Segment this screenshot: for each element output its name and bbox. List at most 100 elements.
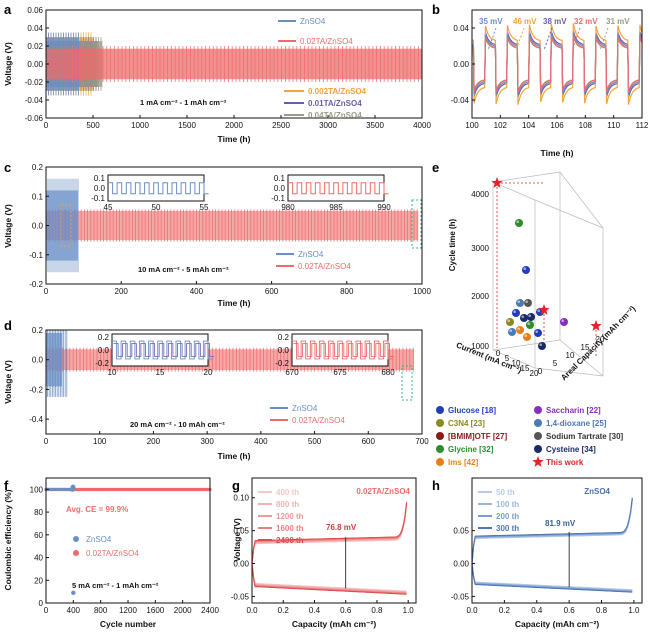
panel-d-inset-znso4-xtick-label: 20 bbox=[204, 368, 213, 377]
panel-label-a: a bbox=[4, 2, 12, 17]
h-charge-300 th bbox=[471, 497, 633, 564]
panel-f-avg-ce: Avg. CE = 99.9% bbox=[66, 505, 128, 514]
note-46mv: 46 mV bbox=[513, 17, 537, 26]
panel-b-ytick-label: 0.00 bbox=[453, 60, 469, 69]
panel-e-box-edge bbox=[534, 367, 604, 377]
panel-g-title: 0.02TA/ZnSO4 bbox=[356, 487, 410, 496]
panel-h-title: ZnSO4 bbox=[584, 487, 610, 496]
panel-a-axes: 0 500 1000 1500 2000 2500 3000 3500 4000 0.06 0.04… bbox=[25, 6, 432, 130]
panel-h-frame bbox=[471, 477, 643, 604]
legend-ball bbox=[436, 458, 444, 466]
legend-label-ta004-a: 0.04TA/ZnSO4 bbox=[308, 111, 362, 120]
panel-e-ball-highlight bbox=[517, 300, 520, 304]
panel-c-inset-znso4-xtick-label: 55 bbox=[200, 203, 209, 212]
panel-f-xtick-label: 0 bbox=[44, 606, 49, 615]
panel-f-xtick-label: 2000 bbox=[174, 606, 192, 615]
panel-d-xtick-label: 500 bbox=[308, 437, 322, 446]
note-38mv: 38 mV bbox=[543, 17, 567, 26]
panel-h-xtick-label: 0.2 bbox=[499, 606, 511, 615]
panel-h-axes: 0.0 0.2 0.4 0.6 0.8 1.0 0.05 0.00 -0.05 bbox=[451, 527, 640, 615]
panel-c-inset-ta002-xtick-label: 980 bbox=[281, 203, 295, 212]
legend-label-g: 1600 th bbox=[276, 524, 304, 533]
panel-e-ztick-label: 2000 bbox=[471, 292, 489, 301]
panel-g-legend: 400 th 800 th 1200 th 1600 th 2400 th bbox=[258, 488, 304, 545]
legend-ball bbox=[534, 432, 542, 440]
panel-b-annotations: 35 mV 46 mV 38 mV 32 mV 31 mV bbox=[479, 17, 630, 26]
panel-g-xtick-label: 0.4 bbox=[309, 606, 321, 615]
panel-g-xtick-label: 0.8 bbox=[371, 606, 383, 615]
panel-a-ytick-label: 0.04 bbox=[27, 24, 43, 33]
panel-a: a 0 500 1000 1500 2000 2500 3000 3500 4000 0.06 0.… bbox=[3, 2, 431, 144]
panel-c-xtick-label: 1000 bbox=[413, 287, 431, 296]
legend-label-h: 50 th bbox=[496, 488, 515, 497]
panel-e-ball-highlight bbox=[523, 267, 526, 271]
panel-g-xlabel: Capacity (mAh cm⁻²) bbox=[292, 619, 376, 629]
panel-b-xlabel: Time (h) bbox=[541, 148, 574, 158]
panel-f-xtick-label: 1200 bbox=[119, 606, 137, 615]
panel-f-axes: 0 400 800 1200 1600 2000 2400 100 80 60 40 20 0 bbox=[30, 485, 220, 615]
panel-h-xtick-label: 1.0 bbox=[628, 606, 640, 615]
panel-h-xtick-label: 0.0 bbox=[466, 606, 478, 615]
panel-a-xtick-label: 0 bbox=[44, 121, 49, 130]
panel-a-legend: ZnSO4 0.02TA/ZnSO4 0.002TA/ZnSO4 0.01TA/… bbox=[278, 17, 367, 120]
panel-h-note: 81.9 mV bbox=[545, 519, 576, 528]
panel-a-xtick-label: 3500 bbox=[366, 121, 384, 130]
series-stripes-ta002 bbox=[46, 209, 418, 242]
panel-a-ytick-label: 0.00 bbox=[27, 60, 43, 69]
panel-g-xtick-label: 0.0 bbox=[246, 606, 258, 615]
panel-b-xtick-label: 102 bbox=[494, 121, 508, 130]
panel-c-xtick-label: 800 bbox=[340, 287, 354, 296]
panel-f-ytick-label: 60 bbox=[34, 531, 43, 540]
panel-d-inset-znso4-xtick-label: 15 bbox=[156, 368, 165, 377]
panel-h: h 0.0 0.2 0.4 0.6 0.8 1.0 0.05 0.00 -0.05 Capaci… bbox=[432, 477, 643, 629]
g-discharge-800 th bbox=[251, 563, 407, 593]
panel-e-ball-highlight bbox=[525, 300, 528, 304]
panel-label-c: c bbox=[4, 160, 11, 175]
panel-c-xtick-label: 0 bbox=[44, 287, 49, 296]
panel-c-ylabel: Voltage (V) bbox=[3, 204, 13, 248]
legend-ball bbox=[436, 445, 444, 453]
legend-label-e: C3N4 [23] bbox=[448, 419, 485, 428]
panel-b-trace bbox=[472, 35, 642, 93]
panel-a-xtick-label: 1000 bbox=[131, 121, 149, 130]
panel-d-xtick-label: 100 bbox=[93, 437, 107, 446]
panel-d-inset-znso4-frame bbox=[111, 333, 209, 367]
legend-label-ta002-a: 0.02TA/ZnSO4 bbox=[300, 37, 353, 46]
panel-c-xtick-label: 200 bbox=[115, 287, 129, 296]
panel-e-zlabel: Cycle time (h) bbox=[448, 218, 457, 271]
panel-e-ball bbox=[512, 309, 520, 317]
panel-g-xtick-label: 0.6 bbox=[340, 606, 352, 615]
panel-e-ball bbox=[534, 329, 542, 337]
panel-f-legend: ZnSO4 0.02TA/ZnSO4 bbox=[73, 535, 139, 558]
note-32mv: 32 mV bbox=[574, 17, 598, 26]
this-work-star bbox=[590, 320, 602, 331]
panel-f-xtick-label: 2400 bbox=[201, 606, 219, 615]
legend-ball bbox=[436, 406, 444, 414]
panel-e-xlabel: Current (mA cm⁻²) bbox=[455, 340, 523, 375]
panel-e-ball-highlight bbox=[524, 334, 527, 338]
panel-e-ball-highlight bbox=[539, 343, 542, 347]
panel-e-ball bbox=[520, 314, 528, 322]
panel-e-ball-highlight bbox=[517, 327, 520, 331]
panel-e-ytick-label: 15 bbox=[581, 343, 590, 352]
panel-d-inset-ta002-xtick-label: 680 bbox=[381, 368, 395, 377]
panel-c-inset-znso4-xtick-label: 50 bbox=[152, 203, 161, 212]
panel-c-ytick-label: 0.0 bbox=[32, 222, 44, 231]
h-charge-50 th bbox=[471, 500, 633, 564]
panel-e-ball-highlight bbox=[537, 309, 540, 313]
series-stripes-znso4 bbox=[46, 330, 68, 397]
legend-label-g: 400 th bbox=[276, 488, 299, 497]
panel-b-xtick-label: 110 bbox=[607, 121, 620, 130]
panel-e-box-edge bbox=[492, 339, 561, 351]
panel-e-ball-highlight bbox=[528, 314, 531, 318]
panel-d-inset-znso4-ytick-label: 0.2 bbox=[98, 333, 110, 342]
panel-e-ball bbox=[523, 333, 531, 341]
panel-c-inset-znso4-trace bbox=[108, 182, 209, 195]
znso4-outlier bbox=[70, 484, 76, 490]
panel-f-ytick-label: 80 bbox=[34, 508, 43, 517]
panel-d: d 0 100 200 300 400 500 600 700 0.2 0.0 -0.2 -0.4 V… bbox=[3, 318, 429, 461]
panel-h-traces bbox=[471, 497, 633, 593]
